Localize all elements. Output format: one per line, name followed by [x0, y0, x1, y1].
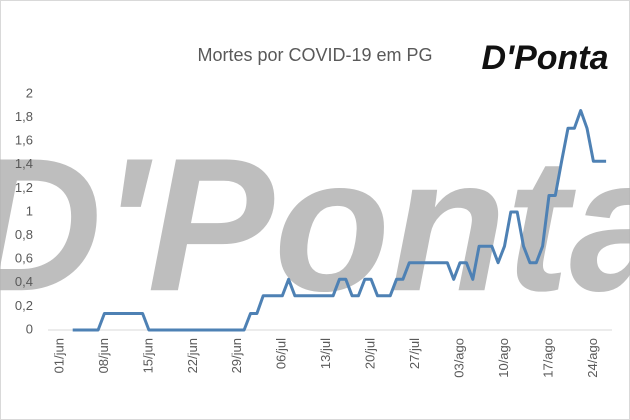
y-tick-label: 0,4: [15, 274, 33, 289]
logo: D'Ponta: [481, 39, 608, 77]
y-tick-label: 1,2: [15, 180, 33, 195]
x-tick-label: 20/jul: [363, 338, 378, 369]
y-tick-label: 2: [26, 85, 33, 100]
x-tick-label: 03/ago: [451, 338, 466, 378]
watermark: D'Ponta: [0, 119, 630, 331]
x-tick-label: 24/ago: [585, 338, 600, 378]
x-tick-label: 13/jul: [318, 338, 333, 369]
y-tick-label: 1,6: [15, 133, 33, 148]
x-tick-label: 22/jun: [185, 338, 200, 373]
y-tick-label: 1: [26, 203, 33, 218]
y-tick-label: 0,8: [15, 227, 33, 242]
x-tick-label: 06/jul: [274, 338, 289, 369]
x-tick-label: 08/jun: [96, 338, 111, 373]
x-tick-label: 01/jun: [51, 338, 66, 373]
y-tick-label: 0,2: [15, 298, 33, 313]
y-tick-label: 0: [26, 321, 33, 336]
y-tick-label: 0,6: [15, 251, 33, 266]
y-tick-label: 1,8: [15, 109, 33, 124]
x-tick-label: 15/jun: [140, 338, 155, 373]
data-line: [72, 109, 607, 332]
x-tick-label: 27/jul: [407, 338, 422, 369]
chart-title: Mortes por COVID-19 em PG: [197, 45, 432, 65]
x-tick-label: 10/ago: [496, 338, 511, 378]
y-tick-label: 1,4: [15, 156, 33, 171]
x-tick-label: 17/ago: [540, 338, 555, 378]
x-tick-label: 29/jun: [229, 338, 244, 373]
